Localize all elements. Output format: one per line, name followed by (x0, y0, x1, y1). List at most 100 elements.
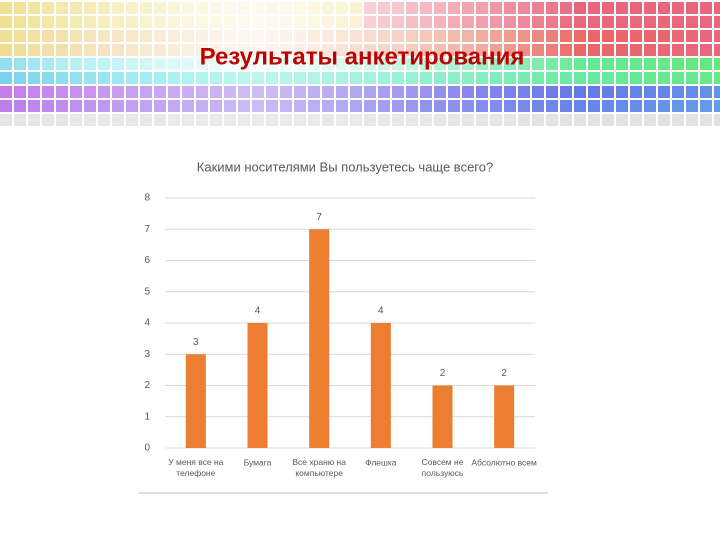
tile (448, 30, 460, 42)
tile (84, 72, 96, 84)
tile (308, 114, 320, 126)
tile (490, 2, 502, 14)
tile (476, 86, 488, 98)
tile (700, 16, 712, 28)
tile (504, 44, 516, 56)
tile (462, 86, 474, 98)
tile (168, 30, 180, 42)
tile (406, 58, 418, 70)
tile (490, 72, 502, 84)
tile (546, 30, 558, 42)
tile (616, 2, 628, 14)
tile (266, 16, 278, 28)
tile (546, 86, 558, 98)
tile (210, 58, 222, 70)
tile (126, 114, 138, 126)
tile (322, 72, 334, 84)
tile (210, 114, 222, 126)
tile (336, 86, 348, 98)
tile (112, 44, 124, 56)
tile (574, 114, 586, 126)
tile (434, 58, 446, 70)
tile (602, 2, 614, 14)
tile (574, 100, 586, 112)
tile (182, 100, 194, 112)
tile (434, 72, 446, 84)
tile (322, 44, 334, 56)
tile (196, 58, 208, 70)
x-tick-label: Все храню на компьютере (292, 457, 346, 478)
tile (462, 16, 474, 28)
x-tick-label: Бумага (244, 457, 272, 467)
tile (126, 86, 138, 98)
tile (252, 100, 264, 112)
tile (574, 30, 586, 42)
tile (700, 86, 712, 98)
tile (420, 114, 432, 126)
tile (196, 100, 208, 112)
tile (42, 30, 54, 42)
tile (322, 114, 334, 126)
tile (504, 114, 516, 126)
y-tick-label: 6 (144, 255, 150, 266)
tile (588, 2, 600, 14)
tile (182, 86, 194, 98)
tile (196, 44, 208, 56)
tile (700, 2, 712, 14)
tile (84, 114, 96, 126)
tile (336, 16, 348, 28)
tile (336, 2, 348, 14)
tile (462, 114, 474, 126)
tile (700, 44, 712, 56)
value-label: 4 (378, 306, 384, 317)
tile (686, 86, 698, 98)
tile (630, 16, 642, 28)
tile (14, 100, 26, 112)
tile (504, 100, 516, 112)
tile (168, 58, 180, 70)
tile (196, 30, 208, 42)
tile (210, 100, 222, 112)
tile (378, 2, 390, 14)
tile (448, 86, 460, 98)
tile (420, 100, 432, 112)
tile (140, 44, 152, 56)
tile (476, 114, 488, 126)
tile (490, 86, 502, 98)
tile (644, 16, 656, 28)
tile (168, 44, 180, 56)
tile (490, 114, 502, 126)
tile (14, 30, 26, 42)
y-tick-label: 3 (144, 349, 150, 360)
tile (658, 2, 670, 14)
tile (308, 72, 320, 84)
tile (294, 100, 306, 112)
tile (406, 16, 418, 28)
tile (238, 16, 250, 28)
tile (462, 2, 474, 14)
tile (546, 58, 558, 70)
tile (434, 114, 446, 126)
tile (252, 2, 264, 14)
tile (196, 114, 208, 126)
tile (714, 44, 720, 56)
tile (364, 114, 376, 126)
y-tick-label: 4 (144, 318, 150, 329)
tile (140, 16, 152, 28)
tile (112, 86, 124, 98)
bar (247, 323, 268, 448)
tile (700, 58, 712, 70)
tile (154, 16, 166, 28)
tile (56, 30, 68, 42)
tile (280, 86, 292, 98)
tile (56, 44, 68, 56)
tile (70, 72, 82, 84)
tile (378, 16, 390, 28)
bar (309, 229, 330, 448)
tile (406, 72, 418, 84)
tile (56, 72, 68, 84)
tile (238, 100, 250, 112)
tile (28, 58, 40, 70)
tile (56, 86, 68, 98)
tile (28, 16, 40, 28)
